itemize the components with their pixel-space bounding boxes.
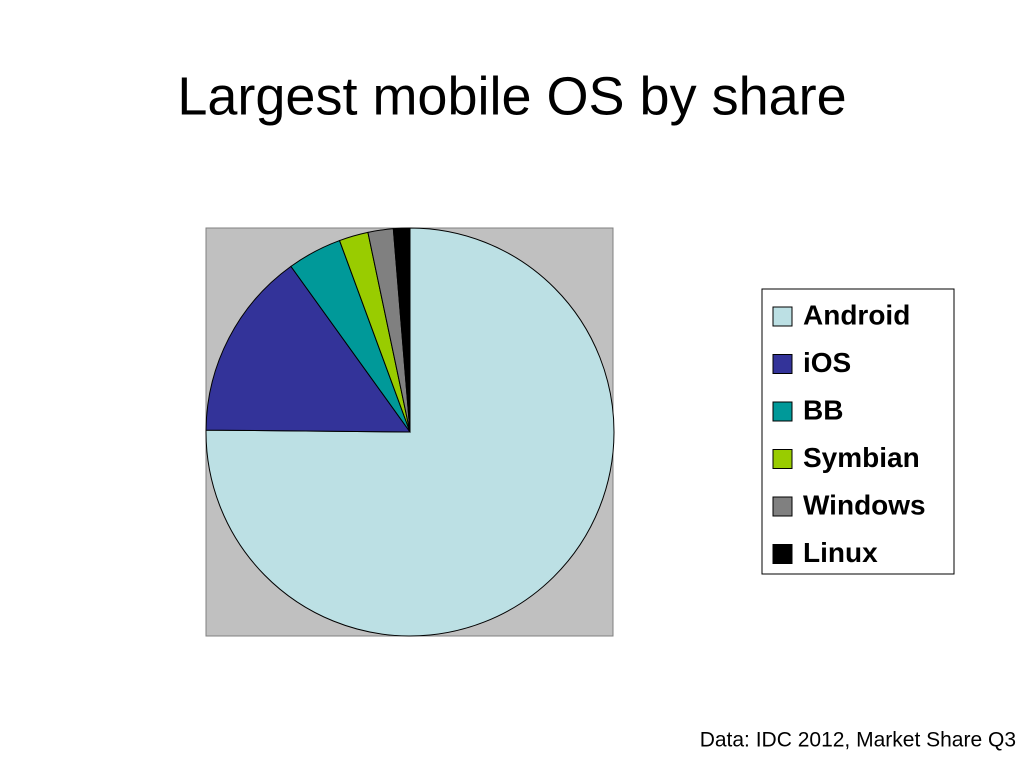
pie-slice [392,227,411,433]
legend-label: iOS [803,347,851,378]
source-note: Data: IDC 2012, Market Share Q3 [700,729,1016,752]
legend-label: Windows [803,489,926,520]
legend-swatch [772,306,793,327]
legend-label: BB [803,394,843,425]
legend-label: Linux [803,537,878,568]
chart-title: Largest mobile OS by share [177,66,846,126]
pie-slice [205,265,411,433]
legend-box [761,288,955,575]
legend-swatch [772,544,793,564]
legend-swatch [772,354,793,374]
legend-label: Android [803,299,910,330]
legend-swatch [772,401,793,422]
legend-swatch [772,449,793,469]
legend-swatch [772,496,793,517]
legend-label: Symbian [803,442,920,473]
